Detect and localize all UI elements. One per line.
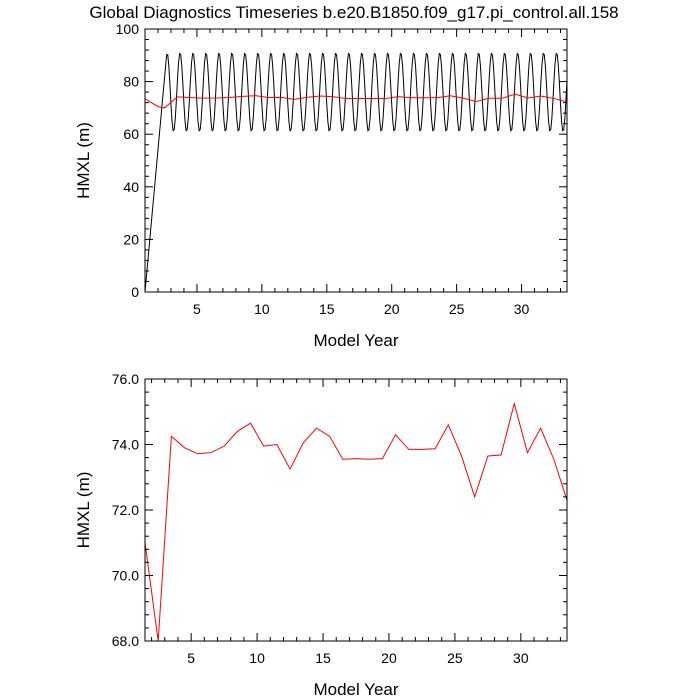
x-tick-label: 20 bbox=[384, 301, 400, 317]
x-tick-label: 10 bbox=[254, 301, 270, 317]
x-tick-label: 5 bbox=[193, 301, 201, 317]
y-tick-label: 80 bbox=[123, 74, 139, 90]
x-axis-label: Model Year bbox=[313, 680, 398, 699]
x-tick-label: 25 bbox=[447, 650, 463, 666]
y-tick-label: 40 bbox=[123, 179, 139, 195]
y-axis-label: HMXL (m) bbox=[74, 122, 93, 199]
x-tick-label: 10 bbox=[249, 650, 265, 666]
series-line-1 bbox=[145, 52, 567, 292]
chart-panel-1: 5 10 15 20 25 30 0 20 40 60 80 100 Model Year HMXL (m… bbox=[74, 21, 568, 350]
y-tick-label: 60 bbox=[123, 126, 139, 142]
y-axis-label: HMXL (m) bbox=[74, 472, 93, 549]
x-tick-label: 30 bbox=[514, 301, 530, 317]
y-tick-label: 76.0 bbox=[112, 371, 139, 387]
y-tick-label: 100 bbox=[116, 21, 140, 37]
y-tick-label: 74.0 bbox=[112, 437, 139, 453]
plot-frame bbox=[144, 378, 568, 642]
x-tick-label: 30 bbox=[513, 650, 529, 666]
plot-frame bbox=[144, 28, 568, 293]
y-tick-label: 0 bbox=[131, 284, 139, 300]
x-tick-label: 15 bbox=[319, 301, 335, 317]
series-line-2 bbox=[145, 93, 567, 109]
y-tick-label: 72.0 bbox=[112, 502, 139, 518]
chart-panel-2: 5 10 15 20 25 30 68.0 70.0 72.0 74.0 76.0 Model Yea… bbox=[74, 371, 568, 699]
x-tick-label: 25 bbox=[449, 301, 465, 317]
x-axis-label: Model Year bbox=[313, 331, 398, 350]
chart-title: Global Diagnostics Timeseries b.e20.B185… bbox=[89, 3, 618, 22]
x-tick-label: 5 bbox=[187, 650, 195, 666]
y-tick-label: 70.0 bbox=[112, 568, 139, 584]
x-tick-label: 20 bbox=[381, 650, 397, 666]
x-tick-label: 15 bbox=[315, 650, 331, 666]
y-tick-label: 68.0 bbox=[112, 633, 139, 649]
y-tick-label: 20 bbox=[123, 231, 139, 247]
series-line-1 bbox=[145, 401, 567, 641]
